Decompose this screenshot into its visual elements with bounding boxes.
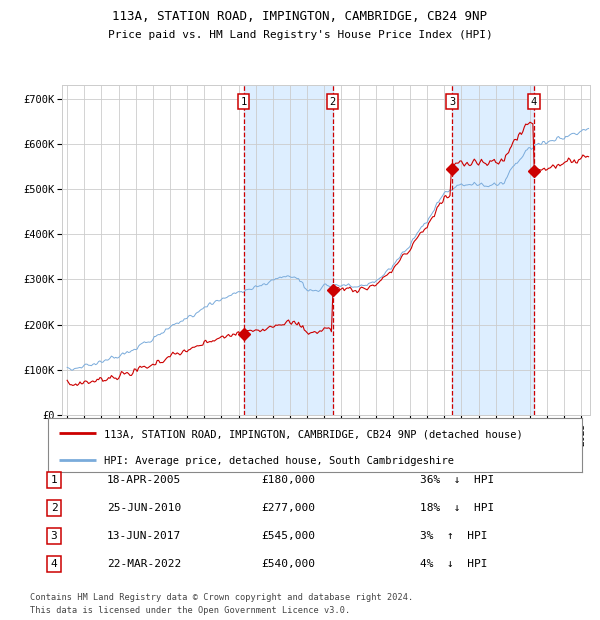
Text: This data is licensed under the Open Government Licence v3.0.: This data is licensed under the Open Gov…: [30, 606, 350, 615]
Text: £180,000: £180,000: [261, 475, 315, 485]
Text: 18-APR-2005: 18-APR-2005: [107, 475, 181, 485]
Text: Price paid vs. HM Land Registry's House Price Index (HPI): Price paid vs. HM Land Registry's House …: [107, 30, 493, 40]
Text: 1: 1: [50, 475, 58, 485]
Text: 13-JUN-2017: 13-JUN-2017: [107, 531, 181, 541]
Text: Contains HM Land Registry data © Crown copyright and database right 2024.: Contains HM Land Registry data © Crown c…: [30, 593, 413, 602]
Text: 2: 2: [329, 97, 336, 107]
Text: £545,000: £545,000: [261, 531, 315, 541]
Text: 22-MAR-2022: 22-MAR-2022: [107, 559, 181, 569]
Text: 4: 4: [530, 97, 537, 107]
Text: 113A, STATION ROAD, IMPINGTON, CAMBRIDGE, CB24 9NP: 113A, STATION ROAD, IMPINGTON, CAMBRIDGE…: [113, 10, 487, 23]
Text: 1: 1: [241, 97, 247, 107]
Text: 2: 2: [50, 503, 58, 513]
Bar: [244, 85, 332, 415]
Text: HPI: Average price, detached house, South Cambridgeshire: HPI: Average price, detached house, Sout…: [104, 456, 454, 466]
Text: 36%  ↓  HPI: 36% ↓ HPI: [420, 475, 494, 485]
Text: 3: 3: [449, 97, 455, 107]
Text: £540,000: £540,000: [261, 559, 315, 569]
Text: 113A, STATION ROAD, IMPINGTON, CAMBRIDGE, CB24 9NP (detached house): 113A, STATION ROAD, IMPINGTON, CAMBRIDGE…: [104, 429, 523, 439]
Text: 18%  ↓  HPI: 18% ↓ HPI: [420, 503, 494, 513]
Text: 25-JUN-2010: 25-JUN-2010: [107, 503, 181, 513]
Text: £277,000: £277,000: [261, 503, 315, 513]
Text: 4%  ↓  HPI: 4% ↓ HPI: [420, 559, 487, 569]
Text: 3%  ↑  HPI: 3% ↑ HPI: [420, 531, 487, 541]
Bar: [452, 85, 534, 415]
Text: 4: 4: [50, 559, 58, 569]
Text: 3: 3: [50, 531, 58, 541]
